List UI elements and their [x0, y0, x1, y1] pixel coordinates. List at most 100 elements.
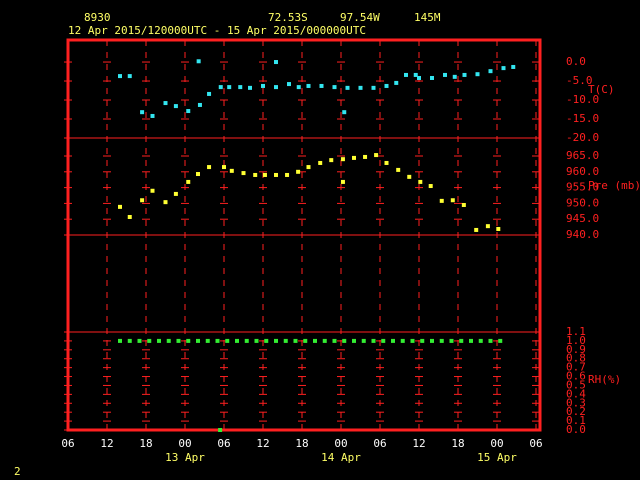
x-tick-label: 12 [412, 437, 425, 450]
data-point [410, 338, 415, 343]
data-point [475, 72, 480, 77]
data-point [313, 338, 317, 343]
latitude: 72.53S [268, 11, 308, 24]
x-tick-label: 18 [451, 437, 464, 450]
elevation: 145M [414, 11, 441, 24]
y-tick-label: 940.0 [566, 228, 599, 241]
data-point [137, 338, 142, 343]
data-point [439, 198, 444, 203]
data-point [253, 172, 258, 177]
data-point [173, 104, 178, 109]
data-point [218, 428, 223, 432]
data-point [384, 83, 389, 88]
data-point [197, 102, 202, 107]
data-point [474, 227, 479, 232]
data-point [285, 172, 290, 177]
data-point [501, 66, 506, 71]
data-point [274, 338, 278, 343]
data-point [261, 83, 265, 88]
y-tick-label: -20.0 [566, 131, 599, 144]
data-point [218, 85, 223, 90]
data-point [262, 172, 267, 177]
data-point [248, 85, 252, 90]
y-tick-label: 0.2 [566, 405, 586, 418]
data-point [150, 188, 155, 193]
y-tick-label: 0.0 [566, 55, 586, 68]
data-point [439, 338, 444, 343]
data-point [296, 85, 301, 90]
data-point [127, 74, 132, 79]
data-point [443, 72, 447, 77]
data-point [413, 72, 418, 77]
y-tick-label: 0.0 [566, 423, 586, 436]
y-tick-label: 0.7 [566, 361, 586, 374]
data-point [496, 226, 501, 231]
data-point [400, 338, 405, 343]
data-point [306, 165, 311, 170]
data-point [342, 338, 347, 343]
x-tick-label: 06 [61, 437, 74, 450]
data-point [322, 338, 327, 343]
data-point [342, 110, 347, 115]
data-point [150, 113, 155, 118]
data-point [127, 214, 132, 219]
data-point [293, 338, 298, 343]
data-point [384, 160, 389, 165]
data-point [371, 85, 376, 90]
data-point [407, 174, 412, 179]
y-tick-label: 1.1 [566, 325, 586, 338]
data-point [428, 184, 433, 189]
data-point [283, 338, 288, 343]
data-point [274, 85, 278, 90]
data-point [452, 74, 457, 79]
data-point [371, 338, 376, 343]
data-point [361, 338, 366, 343]
data-point [417, 75, 421, 80]
y-axis-label: Pre (mb) [588, 179, 640, 192]
data-point [418, 179, 423, 184]
data-point [296, 169, 301, 174]
x-tick-label: 06 [217, 437, 230, 450]
data-point [227, 85, 232, 90]
data-point [254, 338, 259, 343]
data-point [207, 165, 212, 170]
x-tick-label: 00 [178, 437, 191, 450]
x-tick-label: 18 [139, 437, 152, 450]
y-tick-label: 0.1 [566, 414, 586, 427]
y-tick-label: 0.9 [566, 343, 586, 356]
data-point [140, 198, 145, 203]
data-point [166, 338, 171, 343]
data-point [462, 72, 467, 77]
y-tick-label: 965.0 [566, 149, 599, 162]
data-point [332, 338, 337, 343]
data-point [157, 338, 161, 343]
time-range: 12 Apr 2015/120000UTC - 15 Apr 2015/0000… [68, 24, 366, 37]
y-tick-label: 945.0 [566, 212, 599, 225]
data-point [332, 85, 337, 90]
data-point [118, 74, 122, 79]
date-label: 13 Apr [165, 451, 205, 464]
x-tick-label: 00 [490, 437, 503, 450]
data-point [485, 224, 490, 229]
x-tick-label: 18 [295, 437, 308, 450]
data-point [196, 59, 201, 64]
data-point [118, 204, 122, 209]
date-label: 14 Apr [321, 451, 361, 464]
station-id: 8930 [84, 11, 111, 24]
data-point [140, 110, 145, 115]
data-point [207, 91, 212, 96]
data-point [511, 64, 516, 69]
data-point [498, 338, 503, 343]
y-axis-label: RH(%) [588, 373, 621, 386]
y-tick-label: 0.3 [566, 396, 586, 409]
data-point [391, 338, 395, 343]
x-tick-label: 12 [256, 437, 269, 450]
y-tick-label: 1.0 [566, 334, 586, 347]
data-point [186, 109, 191, 114]
data-point [461, 202, 466, 207]
data-point [340, 179, 345, 184]
y-tick-label: -15.0 [566, 112, 599, 125]
data-point [404, 72, 408, 77]
data-point [303, 338, 308, 343]
